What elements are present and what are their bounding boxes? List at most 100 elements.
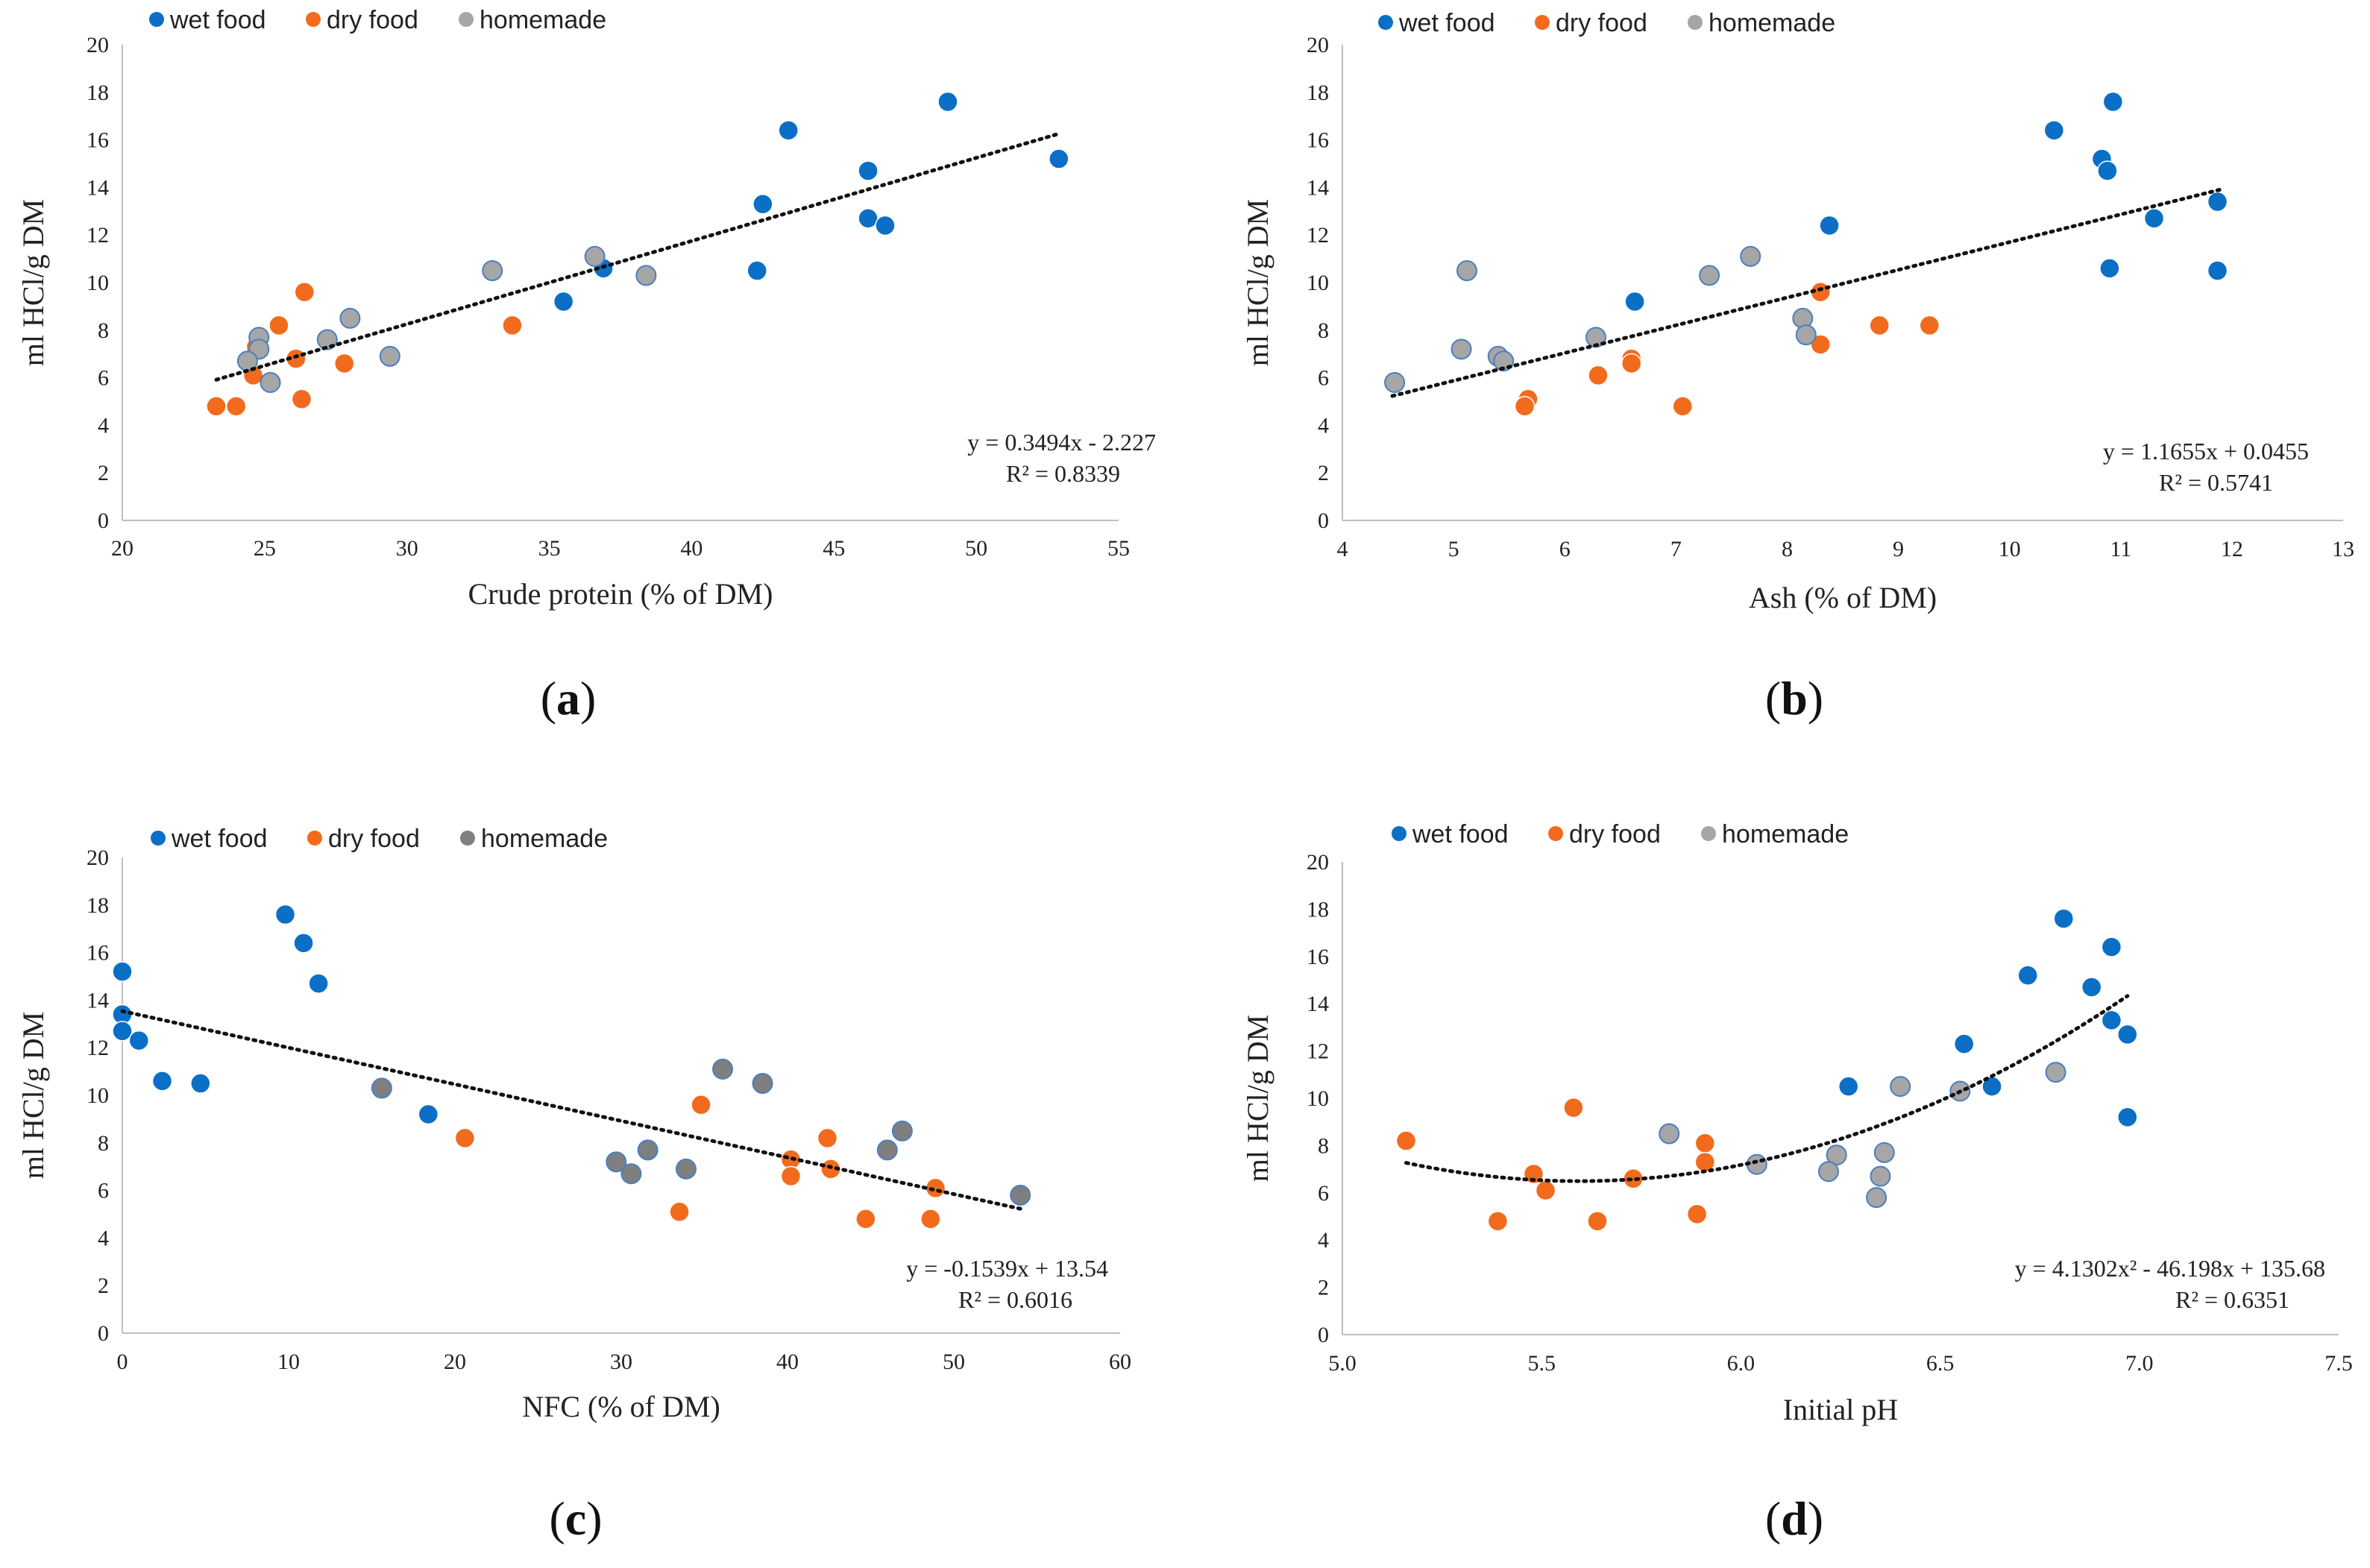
- x-tick-label: 7.5: [2325, 1351, 2353, 1376]
- panel-label-open: (: [549, 1492, 565, 1545]
- data-point: [308, 973, 329, 994]
- data-point: [418, 1103, 439, 1125]
- data-point: [669, 1201, 690, 1223]
- y-tick-label: 10: [87, 1083, 109, 1108]
- trend-line: [1390, 187, 2223, 398]
- data-point: [712, 1058, 734, 1080]
- data-point: [1866, 1187, 1887, 1209]
- legend-label: homemade: [481, 825, 608, 853]
- data-point: [752, 1073, 773, 1095]
- panel-a: 0 2 4 6 8 10 12 14 16 18 20 20 25 30 35 40 45 50 55 Crude p…: [16, 6, 1156, 725]
- legend-label: wet food: [171, 825, 268, 853]
- legend-marker: [459, 12, 474, 27]
- data-point: [1694, 1133, 1716, 1153]
- data-point: [379, 345, 400, 367]
- data-point: [855, 1209, 876, 1229]
- data-point: [1563, 1097, 1584, 1118]
- trend-line: [214, 131, 1061, 382]
- legend-label: dry food: [1556, 9, 1647, 37]
- y-tick-label: 14: [1307, 175, 1329, 200]
- data-point: [780, 1165, 802, 1187]
- data-point: [1869, 315, 1890, 336]
- data-point: [2117, 1024, 2138, 1045]
- y-tick-label: 20: [1307, 33, 1329, 57]
- x-tick-label: 4: [1337, 537, 1348, 561]
- x-tick-label: 13: [2332, 537, 2354, 561]
- data-point: [1514, 396, 1536, 417]
- data-point: [268, 315, 289, 336]
- data-point: [635, 265, 657, 286]
- x-tick-label: 30: [396, 536, 418, 561]
- data-point: [190, 1073, 211, 1094]
- data-point: [454, 1127, 476, 1149]
- data-point: [637, 1139, 658, 1161]
- y-tick-label: 8: [1318, 1133, 1329, 1158]
- data-point: [112, 1021, 133, 1042]
- r-squared: R² = 0.6016: [958, 1286, 1072, 1313]
- panel-c: 0 2 4 6 8 10 12 14 16 18 20 0 10 20 30 40 50 60 NFC (% of …: [16, 825, 1131, 1545]
- data-point: [1384, 371, 1406, 393]
- y-tick-label: 16: [1307, 128, 1329, 153]
- data-point: [225, 396, 247, 417]
- x-tick-label: 7: [1670, 537, 1682, 561]
- panel-label: (d): [1765, 1492, 1823, 1545]
- y-tick-label: 6: [98, 1179, 109, 1203]
- trend-line: [120, 1009, 1022, 1211]
- y-tick-label: 14: [87, 175, 109, 200]
- data-point: [1659, 1123, 1680, 1144]
- legend-marker: [1701, 826, 1716, 841]
- data-point: [820, 1159, 841, 1180]
- data-point: [606, 1151, 627, 1173]
- data-point: [1870, 1165, 1891, 1187]
- x-tick-label: 60: [1109, 1350, 1131, 1374]
- data-point: [2101, 1010, 2122, 1031]
- data-point: [746, 260, 767, 281]
- x-tick-label: 50: [943, 1350, 965, 1374]
- data-point: [333, 353, 355, 374]
- y-axis-title: ml HCl/g DM: [16, 199, 50, 366]
- x-tick-label: 9: [1893, 537, 1904, 561]
- panel-label-open: (: [541, 672, 556, 725]
- y-tick-label: 2: [1318, 461, 1329, 485]
- data-point: [937, 91, 958, 113]
- trend-equation: y = 1.1655x + 0.0455: [2103, 438, 2309, 465]
- y-tick-label: 14: [1307, 992, 1329, 1016]
- panel-label-close: ): [586, 1492, 602, 1545]
- data-point: [371, 1077, 392, 1099]
- data-point: [752, 193, 773, 215]
- data-point: [2143, 208, 2165, 229]
- y-tick-label: 2: [98, 1273, 109, 1298]
- x-tick-label: 6.5: [1926, 1351, 1955, 1376]
- y-tick-label: 10: [1307, 271, 1329, 295]
- data-point: [875, 215, 896, 236]
- y-tick-label: 8: [98, 318, 109, 343]
- data-point: [1686, 1203, 1708, 1225]
- data-point: [1672, 396, 1694, 417]
- y-tick-label: 16: [1307, 945, 1329, 969]
- data-point: [2053, 908, 2075, 929]
- data-point: [778, 120, 799, 141]
- y-tick-label: 6: [98, 366, 109, 391]
- y-tick-label: 16: [87, 128, 109, 153]
- legend-label: wet food: [169, 6, 266, 34]
- data-point: [2099, 258, 2120, 279]
- y-axis-title: ml HCl/g DM: [16, 1012, 50, 1179]
- y-tick-label: 18: [1307, 81, 1329, 105]
- y-tick-label: 4: [98, 1226, 109, 1250]
- y-tick-label: 4: [1318, 1228, 1329, 1253]
- panel-label: (b): [1765, 672, 1823, 725]
- data-point: [260, 371, 281, 393]
- data-point: [925, 1177, 946, 1199]
- data-point: [293, 933, 314, 954]
- data-point: [553, 291, 574, 312]
- data-point: [1873, 1142, 1895, 1163]
- y-axis-title: ml HCl/g DM: [1241, 1015, 1274, 1182]
- panel-label: (a): [541, 672, 597, 725]
- data-point: [675, 1158, 697, 1180]
- y-tick-label: 6: [1318, 1181, 1329, 1206]
- data-point: [2043, 120, 2065, 141]
- x-tick-label: 5.5: [1527, 1351, 1556, 1376]
- legend-label: dry food: [327, 6, 418, 34]
- data-point: [1795, 324, 1817, 346]
- y-tick-label: 2: [1318, 1276, 1329, 1300]
